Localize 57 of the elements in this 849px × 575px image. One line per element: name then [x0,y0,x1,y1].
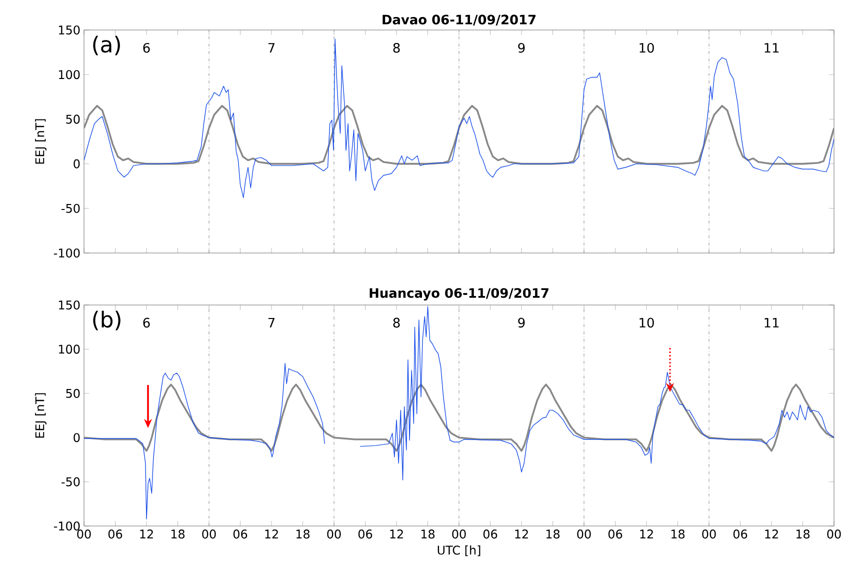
annotation: 9 [518,318,525,328]
x-tick-label: 12 [765,530,778,538]
x-tick-label: 06 [733,530,748,539]
annotation: 10 [640,42,654,53]
x-tick-label: 18 [546,530,560,539]
annotation: 6 [143,318,150,328]
x-tick-label: 06 [483,530,498,539]
x-tick-label: 00 [702,530,716,539]
annotation: 6 [143,42,150,53]
x-axis-title: UTC [h] [438,545,480,556]
x-tick-label: 06 [108,530,122,539]
x-tick-label: 12 [265,530,278,538]
x-tick-label: 00 [827,530,841,539]
annotation: 7 [268,318,275,328]
chart-title: Huancayo 06-11/09/2017 [370,288,548,300]
annotation: 9 [518,42,525,53]
x-tick-label: 00 [327,530,341,539]
x-tick-label: 18 [796,530,810,539]
x-tick-label: 18 [296,530,310,539]
x-tick-label: 06 [358,530,372,539]
annotation: (a) [93,36,120,56]
annotation: 11 [764,43,779,53]
y-tick-label: 50 [66,114,80,124]
y-tick-label: 150 [58,300,80,310]
y-tick-label: 0 [74,433,80,442]
annotation: 10 [640,318,654,328]
y-axis-title: EEJ [nT] [35,393,47,438]
x-tick-label: 00 [452,530,466,539]
y-tick-label: 100 [58,70,80,80]
y-tick-label: 0 [74,159,80,168]
chart-title: Davao 06-11/09/2017 [382,14,536,26]
x-tick-label: 12 [390,530,403,538]
x-tick-label: 00 [577,530,591,539]
y-tick-label: 150 [58,25,80,35]
annotation: 11 [764,318,779,328]
x-tick-label: 06 [608,530,622,539]
x-tick-label: 12 [140,530,153,538]
y-tick-label: -100 [54,248,80,258]
y-tick-label: 100 [58,344,80,354]
y-tick-label: -50 [62,477,80,486]
x-tick-label: 18 [171,530,185,539]
annotation: 8 [393,318,400,328]
y-tick-label: -100 [54,521,80,531]
x-tick-label: 06 [233,530,248,539]
line-series [84,104,834,165]
x-tick-label: 18 [671,530,685,539]
x-tick-label: 00 [77,530,91,539]
y-axis-title: EEJ [nT] [35,119,47,164]
x-tick-label: 00 [202,530,216,539]
y-tick-label: -50 [62,204,80,213]
annotation: (b) [93,310,120,330]
y-tick-label: 50 [66,388,80,398]
annotation: 7 [268,43,275,53]
x-tick-label: 12 [640,530,653,538]
annotation: 8 [393,42,400,53]
x-tick-label: 12 [515,530,528,538]
x-tick-label: 18 [421,530,435,539]
